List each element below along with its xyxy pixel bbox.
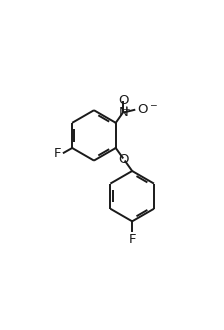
Text: O: O [118,94,129,107]
Text: O: O [119,153,129,166]
Text: F: F [128,233,136,246]
Text: F: F [54,147,62,160]
Text: O$^-$: O$^-$ [137,103,158,116]
Text: N: N [118,106,128,119]
Text: +: + [123,105,130,114]
